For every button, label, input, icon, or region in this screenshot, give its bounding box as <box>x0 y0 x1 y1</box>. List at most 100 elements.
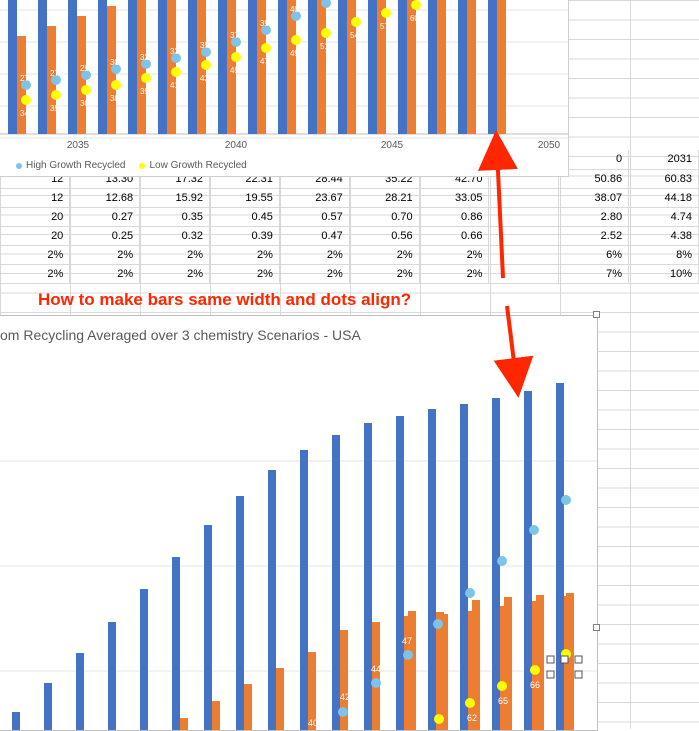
sheet-cell[interactable]: 2% <box>209 264 280 284</box>
dot-high <box>321 0 331 8</box>
sheet-row: 2% 2% 2% 2% 2% 2% 2% 7% 10% <box>0 264 699 284</box>
sheet-cell[interactable]: 28.21 <box>349 188 420 208</box>
sheet-cell[interactable]: 15.92 <box>139 188 211 208</box>
sheet-cell[interactable]: 2% <box>419 264 490 284</box>
legend-item-low: Low Growth Recycled <box>139 160 247 171</box>
sheet-cell[interactable]: 0.56 <box>349 226 420 246</box>
bar-blue <box>188 0 197 134</box>
sheet-cell[interactable]: 2% <box>69 264 141 284</box>
sheet-cell[interactable]: 12.68 <box>69 188 141 208</box>
bottom-chart[interactable]: 40 42 44 47 49 62 65 66 om Recycling Averaged o… <box>0 315 598 731</box>
bar-blue <box>108 622 116 730</box>
bar-blue <box>368 0 377 134</box>
sheet-cell[interactable]: 0.66 <box>419 226 490 246</box>
sheet-cell[interactable]: 2% <box>0 264 71 284</box>
sheet-cell[interactable]: 0.27 <box>69 207 141 227</box>
sheet-cell[interactable]: 2.80 <box>558 207 630 227</box>
bar-blue <box>204 525 212 730</box>
dot-high <box>403 650 413 660</box>
sheet-cell[interactable]: 0.45 <box>209 207 280 227</box>
resize-handle-top-right[interactable] <box>593 311 600 318</box>
bar-blue <box>8 0 17 134</box>
sheet-cell[interactable]: 2% <box>419 245 490 265</box>
dot-low <box>141 73 151 83</box>
dot-low <box>381 8 391 18</box>
label-low: 38% <box>110 94 126 103</box>
bar-blue <box>98 0 107 134</box>
dot-low <box>261 43 271 53</box>
label-low: 54% <box>350 31 366 40</box>
bar-blue <box>300 450 308 730</box>
bar-blue <box>218 0 227 134</box>
sheet-cell[interactable]: 7% <box>558 264 630 284</box>
sheet-cell[interactable]: 4.74 <box>628 207 699 227</box>
sheet-cell[interactable]: 19.55 <box>209 188 280 208</box>
label-low: 43% <box>200 74 216 83</box>
bar-blue <box>236 496 244 730</box>
sheet-cell[interactable]: 60.83 <box>628 169 699 189</box>
sheet-cell[interactable]: 0.57 <box>279 207 350 227</box>
sheet-cell[interactable]: 20 <box>0 207 71 227</box>
dot-high <box>171 53 181 63</box>
dot-high <box>261 25 271 35</box>
bar-blue <box>38 0 47 134</box>
sheet-cell[interactable]: 2% <box>349 245 420 265</box>
label-low: 47% <box>260 57 276 66</box>
dot-low <box>497 681 507 691</box>
sheet-cell[interactable]: 2% <box>139 264 211 284</box>
bar-orange <box>167 0 176 134</box>
bar-blue <box>364 423 372 730</box>
sheet-cell[interactable] <box>488 207 560 227</box>
top-chart-plot: 27% 34% 27% 35% 29% 36% 30% 38% 32% 39% 33% 41% 35% 4… <box>0 0 568 151</box>
sheet-cell[interactable]: 2% <box>209 245 280 265</box>
sheet-cell[interactable]: 0 <box>558 150 630 170</box>
sheet-cell[interactable]: 0.25 <box>69 226 141 246</box>
sheet-cell[interactable]: 38.07 <box>558 188 630 208</box>
bar-blue <box>428 409 436 730</box>
sheet-cell[interactable]: 44.18 <box>628 188 699 208</box>
sheet-cell[interactable]: 0.32 <box>139 226 211 246</box>
bar-blue <box>332 435 340 730</box>
sheet-cell[interactable] <box>488 226 560 246</box>
sheet-cell[interactable]: 8% <box>628 245 699 265</box>
label-low: 60% <box>410 14 426 23</box>
sheet-cell[interactable]: 20 <box>0 226 71 246</box>
sheet-cell[interactable]: 2% <box>139 245 211 265</box>
sheet-cell[interactable]: 2.52 <box>558 226 630 246</box>
top-chart[interactable]: 27% 34% 27% 35% 29% 36% 30% 38% 32% 39% 33% 41% 35% 4… <box>0 0 569 177</box>
dot-low <box>291 35 301 45</box>
sheet-cell[interactable]: 23.67 <box>279 188 350 208</box>
dot-low <box>171 67 181 77</box>
label-high: 32% <box>140 53 156 62</box>
sheet-cell[interactable]: 12 <box>0 188 71 208</box>
sheet-cell[interactable]: 6% <box>558 245 630 265</box>
sheet-cell[interactable]: 0.35 <box>139 207 211 227</box>
bar-orange <box>347 0 356 134</box>
sheet-cell[interactable]: 2% <box>279 264 350 284</box>
sheet-cell[interactable]: 2% <box>69 245 141 265</box>
bar-blue <box>492 398 500 730</box>
sheet-cell[interactable]: 10% <box>628 264 699 284</box>
data-label: 49 <box>436 604 446 614</box>
bar-blue <box>68 0 77 134</box>
sheet-cell[interactable]: 2% <box>349 264 420 284</box>
bottom-chart-plot: 40 42 44 47 49 62 65 66 <box>0 383 597 730</box>
sheet-cell[interactable]: 2% <box>279 245 350 265</box>
sheet-cell[interactable]: 0.47 <box>279 226 350 246</box>
bar-orange <box>497 0 506 134</box>
label-selection-handle <box>574 655 583 664</box>
sheet-cell[interactable]: 50.86 <box>558 169 630 189</box>
sheet-cell[interactable]: 2% <box>0 245 71 265</box>
sheet-cell[interactable] <box>488 264 560 284</box>
sheet-cell[interactable]: 4.38 <box>628 226 699 246</box>
dot-high <box>433 619 443 629</box>
sheet-cell[interactable]: 33.05 <box>419 188 490 208</box>
dot-low <box>21 95 31 105</box>
sheet-cell[interactable]: 0.70 <box>349 207 420 227</box>
resize-handle-right[interactable] <box>593 624 600 631</box>
sheet-cell[interactable]: 0.86 <box>419 207 490 227</box>
sheet-cell[interactable]: 0.39 <box>209 226 280 246</box>
sheet-cell[interactable] <box>488 188 560 208</box>
sheet-cell[interactable] <box>488 245 560 265</box>
sheet-cell[interactable]: 2031 <box>628 150 699 170</box>
